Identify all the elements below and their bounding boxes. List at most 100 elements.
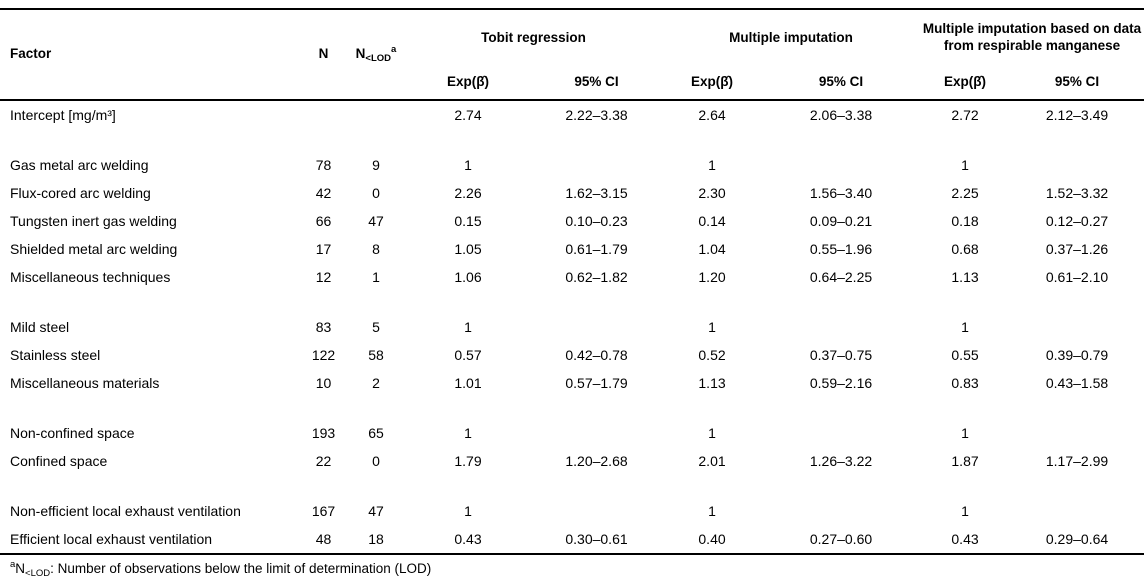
value-cell: 1.13 <box>698 375 726 391</box>
value-cell: 1.05 <box>454 241 482 257</box>
subheader-exp-beta-tobit: Exp(β̂) <box>447 74 489 90</box>
factor-cell: Non-efficient local exhaust ventilation <box>10 503 241 519</box>
subheader-exp-beta-mi-respirable: Exp(β̂) <box>944 74 987 90</box>
value-cell <box>300 100 347 129</box>
value-cell: 0.55 <box>951 347 979 363</box>
value-cell <box>762 151 920 179</box>
value-cell <box>1010 151 1144 179</box>
value-cell: 2.72 <box>951 107 979 123</box>
value-cell: 1 <box>961 503 969 519</box>
value-cell: 22 <box>315 453 332 469</box>
value-cell: 42 <box>315 185 332 201</box>
value-cell: 47 <box>368 213 384 229</box>
value-cell: 0.18 <box>951 213 979 229</box>
value-cell: 1 <box>961 157 969 173</box>
value-cell: 0.83 <box>951 375 979 391</box>
table-row: Efficient local exhaust ventilation 48 18 0… <box>0 525 1144 554</box>
group-header-tobit-regression: Tobit regression <box>481 29 586 45</box>
value-cell: 0.27–0.60 <box>809 531 873 547</box>
group-header-mi-respirable-manganese: Multiple imputation based on data from r… <box>922 21 1142 53</box>
value-cell: 0 <box>372 185 380 201</box>
value-cell: 0.55–1.96 <box>809 241 873 257</box>
value-cell: 78 <box>315 157 332 173</box>
value-cell <box>762 497 920 525</box>
value-cell: 0.62–1.82 <box>565 269 628 285</box>
table-row: Miscellaneous techniques 12 1 1.06 0.62–1.82… <box>0 263 1144 291</box>
table-row: Non-confined space 193 65 1 1 1 <box>0 419 1144 447</box>
nlod-footnote-marker: a <box>391 44 397 56</box>
table-row: Stainless steel 122 58 0.57 0.42–0.78 0.52 0.3… <box>0 341 1144 369</box>
value-cell: 2.12–3.49 <box>1045 107 1109 123</box>
value-cell: 1.17–2.99 <box>1045 453 1109 469</box>
value-cell: 0.12–0.27 <box>1045 213 1109 229</box>
table-row: Gas metal arc welding 78 9 1 1 1 <box>0 151 1144 179</box>
value-cell <box>762 419 920 447</box>
value-cell: 2.22–3.38 <box>565 107 628 123</box>
factor-cell: Intercept [mg/m³] <box>10 107 116 123</box>
value-cell <box>531 151 662 179</box>
value-cell: 1.20–2.68 <box>565 453 628 469</box>
value-cell: 1.52–3.32 <box>1045 185 1109 201</box>
factor-cell: Tungsten inert gas welding <box>10 213 177 229</box>
value-cell <box>531 497 662 525</box>
footnote-nlod-base: N <box>15 561 26 576</box>
value-cell: 1 <box>464 319 472 335</box>
factor-cell: Non-confined space <box>10 425 135 441</box>
value-cell: 1.20 <box>698 269 726 285</box>
value-cell: 1 <box>708 157 716 173</box>
value-cell: 1 <box>372 269 380 285</box>
value-cell: 0.57 <box>454 347 482 363</box>
value-cell <box>1010 497 1144 525</box>
value-cell: 10 <box>315 375 332 391</box>
value-cell: 0.57–1.79 <box>565 375 628 391</box>
nlod-subscript: <LOD <box>365 53 392 65</box>
footnote-nlod-subscript: <LOD <box>25 568 51 579</box>
value-cell: 1.04 <box>698 241 726 257</box>
value-cell: 1 <box>961 425 969 441</box>
value-cell: 2.74 <box>454 107 482 123</box>
value-cell: 0.15 <box>454 213 482 229</box>
table-body: Intercept [mg/m³] 2.74 2.22–3.38 2.64 2.06–3… <box>0 100 1144 554</box>
footnote-text: : Number of observations below the limit… <box>50 561 432 576</box>
value-cell: 0.37–0.75 <box>809 347 873 363</box>
table-row: Non-efficient local exhaust ventilation 1… <box>0 497 1144 525</box>
value-cell: 0.61–2.10 <box>1045 269 1109 285</box>
table-row: Confined space 22 0 1.79 1.20–2.68 2.01 1.26–3… <box>0 447 1144 475</box>
value-cell: 0 <box>372 453 380 469</box>
value-cell: 0.61–1.79 <box>565 241 628 257</box>
value-cell: 1 <box>708 319 716 335</box>
table-header: Factor N N<LODa Tobit regression Multipl… <box>0 9 1144 100</box>
factor-cell: Confined space <box>10 453 108 469</box>
table-row: Tungsten inert gas welding 66 47 0.15 0.10–0… <box>0 207 1144 235</box>
value-cell: 1 <box>708 503 716 519</box>
value-cell <box>531 419 662 447</box>
col-header-n: N <box>318 46 329 62</box>
table-row: Shielded metal arc welding 17 8 1.05 0.61–1.… <box>0 235 1144 263</box>
value-cell: 1.26–3.22 <box>809 453 873 469</box>
footnote: aN<LOD: Number of observations below the… <box>0 559 1144 579</box>
table-row: Miscellaneous materials 10 2 1.01 0.57–1.79 1… <box>0 369 1144 397</box>
value-cell: 0.29–0.64 <box>1045 531 1109 547</box>
value-cell: 193 <box>311 425 336 441</box>
col-header-factor: Factor <box>10 46 52 62</box>
spacer-row <box>0 475 1144 497</box>
value-cell: 1.79 <box>454 453 482 469</box>
value-cell: 0.37–1.26 <box>1045 241 1109 257</box>
value-cell <box>1010 419 1144 447</box>
value-cell: 0.64–2.25 <box>809 269 873 285</box>
value-cell: 0.14 <box>698 213 726 229</box>
subheader-ci-mi-respirable: 95% CI <box>1054 74 1100 90</box>
value-cell: 122 <box>311 347 336 363</box>
value-cell: 0.40 <box>698 531 726 547</box>
factor-cell: Gas metal arc welding <box>10 157 149 173</box>
factor-cell: Miscellaneous techniques <box>10 269 171 285</box>
factor-cell: Miscellaneous materials <box>10 375 160 391</box>
value-cell: 1 <box>464 425 472 441</box>
value-cell: 2 <box>372 375 380 391</box>
value-cell: 2.25 <box>951 185 979 201</box>
value-cell: 1.62–3.15 <box>565 185 628 201</box>
spacer-row <box>0 129 1144 151</box>
value-cell: 0.09–0.21 <box>809 213 873 229</box>
value-cell: 0.52 <box>698 347 726 363</box>
spacer-cell <box>0 129 1144 151</box>
